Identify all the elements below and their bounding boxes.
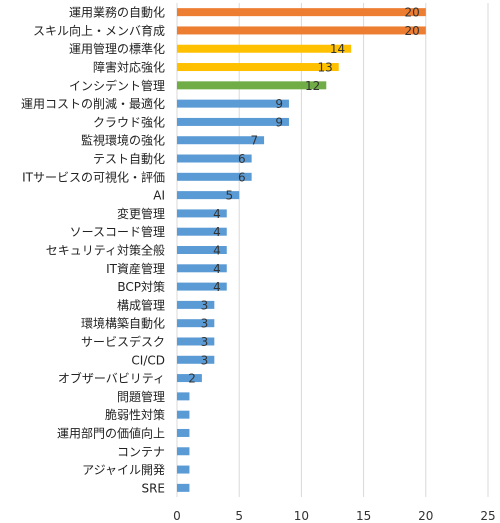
category-label: 運用コストの削減・最適化 (21, 96, 165, 111)
category-label: AI (153, 189, 165, 203)
bar (177, 465, 190, 474)
data-label: 14 (330, 42, 345, 56)
category-label: 脆弱性対策 (105, 407, 165, 422)
bar (177, 392, 190, 401)
bar (177, 264, 227, 273)
x-tick-label: 25 (480, 509, 495, 523)
data-label: 6 (238, 170, 246, 184)
category-label: インシデント管理 (69, 78, 165, 93)
data-label: 13 (317, 61, 332, 75)
bar (177, 300, 215, 309)
bar (177, 227, 227, 236)
bar (177, 81, 327, 90)
bar (177, 209, 227, 218)
data-label: 9 (275, 115, 283, 129)
data-label: 4 (213, 280, 221, 294)
category-label: コンテナ (117, 445, 165, 459)
category-label: 構成管理 (117, 297, 165, 312)
data-label: 3 (201, 353, 209, 367)
bar (177, 172, 252, 181)
bar (177, 246, 227, 254)
data-label: 3 (201, 335, 209, 349)
category-label: クラウド強化 (93, 115, 165, 129)
category-label: 運用業務の自動化 (69, 6, 165, 20)
bar (177, 136, 265, 145)
data-label: 3 (201, 298, 209, 312)
category-label: 監視環境の強化 (81, 133, 165, 148)
category-label: ITサービスの可視化・評価 (22, 169, 165, 184)
bar (177, 117, 289, 126)
data-label: 4 (213, 225, 221, 239)
x-tick-label: 20 (418, 509, 433, 523)
bar (177, 99, 289, 108)
x-tick-label: 10 (294, 509, 309, 523)
data-label: 7 (250, 134, 258, 148)
x-tick-label: 0 (173, 509, 181, 523)
category-labels: 運用業務の自動化スキル向上・メンバ育成運用管理の標準化障害対応強化インシデント管… (21, 6, 165, 496)
category-label: 環境構築自動化 (81, 316, 165, 331)
bar (177, 410, 190, 419)
category-label: ソースコード管理 (70, 224, 165, 239)
data-label: 6 (238, 152, 246, 166)
category-label: セキュリティ対策全般 (46, 243, 165, 258)
category-label: オブザーバビリティ (58, 371, 165, 386)
bar (177, 483, 190, 492)
data-label: 2 (188, 372, 196, 386)
category-label: SRE (141, 481, 165, 495)
category-label: アジャイル開発 (82, 463, 165, 477)
bar (177, 8, 426, 17)
bar (177, 44, 352, 53)
category-label: 運用部門の価値向上 (57, 425, 165, 440)
data-label: 4 (213, 262, 221, 276)
bars (177, 8, 426, 492)
bar (177, 26, 426, 35)
bar (177, 282, 227, 291)
category-label: 問題管理 (117, 389, 165, 404)
bar (177, 447, 190, 456)
data-label: 12 (305, 79, 320, 93)
bar (177, 191, 240, 200)
x-tick-label: 15 (356, 509, 371, 523)
bar (177, 63, 339, 72)
category-label: 運用管理の標準化 (69, 41, 165, 56)
bar (177, 355, 215, 364)
x-axis-ticks: 0 5 10 15 20 25 (173, 509, 495, 523)
bar (177, 337, 215, 346)
category-label: テスト自動化 (93, 152, 165, 166)
data-label: 4 (213, 244, 221, 258)
bar (177, 154, 252, 163)
data-label: 3 (201, 317, 209, 331)
category-label: IT資産管理 (106, 261, 165, 276)
bar (177, 428, 190, 437)
bar (177, 319, 215, 328)
bar (177, 374, 202, 383)
data-label: 4 (213, 207, 221, 221)
category-label: CI/CD (131, 353, 165, 367)
data-label: 9 (275, 97, 283, 111)
category-label: 障害対応強化 (93, 60, 165, 75)
data-label: 20 (405, 6, 420, 20)
category-label: 変更管理 (117, 206, 165, 221)
data-label: 5 (226, 189, 234, 203)
category-label: スキル向上・メンバ育成 (33, 23, 165, 38)
data-label: 20 (405, 24, 420, 38)
x-tick-label: 5 (235, 509, 243, 523)
category-label: BCP対策 (117, 280, 165, 294)
category-label: サービスデスク (81, 334, 165, 349)
